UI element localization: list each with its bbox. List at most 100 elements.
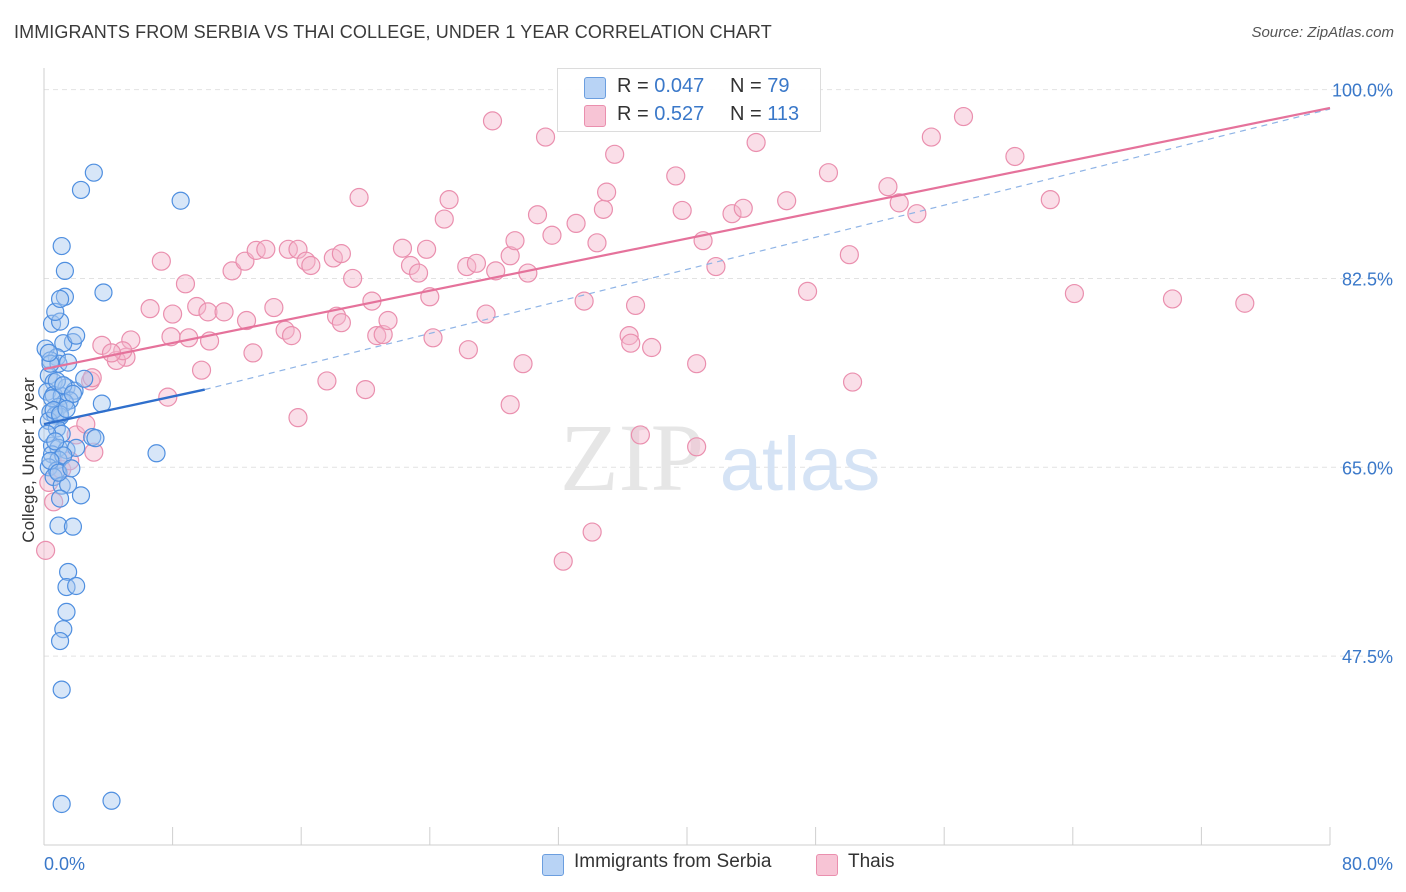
n-value: 79 [767,75,790,97]
data-point [746,132,766,153]
data-point [102,791,121,810]
data-point [236,310,257,331]
serbia-trend-dashed [204,108,1331,391]
data-point [953,106,974,127]
n-value: 113 [767,103,800,125]
data-point [505,231,525,251]
tick-labels: 47.5% 65.0% 82.5% 100.0% 0.0% 80.0% [44,81,1393,874]
y-tick-label: 47.5% [1342,647,1393,667]
data-point [392,238,413,258]
serbia-legend-label: Immigrants from Serbia [574,851,772,872]
thais-legend-label: Thais [848,851,895,872]
data-point [67,326,86,345]
data-point [63,517,83,536]
data-point [416,239,437,259]
grid-lines [44,89,1392,657]
r-label: R = [617,75,655,97]
data-point [878,177,898,197]
data-point [66,425,86,445]
data-point [94,283,113,302]
data-point [482,111,503,131]
watermark-zip: ZIP [560,404,704,511]
data-point [355,379,376,400]
data-point [907,204,927,224]
data-point [687,354,707,374]
data-point [722,204,742,224]
data-point [378,310,398,331]
data-point [57,399,76,419]
correlation-legend: R = 0.047 N = 79 R = 0.527 N = 113 [557,68,821,132]
data-point [1005,146,1025,167]
data-point [86,429,105,448]
data-point [46,432,65,451]
chart-title: IMMIGRANTS FROM SERBIA VS THAI COLLEGE, … [14,22,772,42]
data-point [331,313,351,333]
data-point [50,631,70,651]
serbia-swatch [584,77,606,99]
data-point [57,602,76,622]
data-point [317,371,337,391]
y-tick-label: 65.0% [1342,458,1393,478]
data-point [50,312,70,331]
n-label: N = [730,103,768,125]
r-value: 0.527 [654,103,705,125]
data-point [527,205,548,225]
data-point [55,261,74,280]
data-point [566,213,586,233]
trend-lines [43,106,1331,426]
data-point [625,295,646,316]
n-label: N = [730,75,768,97]
data-point [797,281,818,301]
legend-row-thais: R = 0.527 N = 113 [558,101,820,129]
data-point [582,522,602,542]
data-point [50,289,70,309]
serbia-points [36,163,190,814]
data-point [288,408,308,428]
data-point [706,256,726,277]
data-point [243,343,263,363]
data-point [71,486,91,505]
data-point [553,551,573,571]
data-point [666,166,686,186]
thais-points [36,106,1255,571]
data-point [62,459,81,478]
data-point [187,296,207,317]
data-point [619,326,639,346]
data-point [175,274,196,294]
y-tick-label: 82.5% [1342,269,1393,289]
data-point [75,369,94,388]
data-point [466,253,487,273]
data-point [101,343,122,363]
data-point [191,360,212,380]
data-point [593,199,614,219]
data-point [408,263,429,283]
data-point [1235,293,1255,313]
data-point [301,255,321,276]
data-point [605,144,625,164]
thais-trend-line [43,106,1331,371]
data-point [587,233,607,253]
data-point [434,209,454,229]
data-point [57,577,76,597]
data-point [67,576,86,596]
data-point [839,245,859,265]
data-point [439,190,459,210]
data-point [147,444,166,463]
data-point [39,343,58,362]
data-point [49,516,68,535]
data-point [222,261,242,281]
data-point [151,251,171,271]
data-point [36,540,56,560]
y-tick-label: 100.0% [1332,81,1393,101]
watermark: ZIP atlas [560,404,880,511]
data-point [71,180,91,200]
data-point [52,794,71,814]
data-point [458,340,478,360]
data-point [535,127,556,147]
data-point [513,354,533,374]
x-tick-label: 0.0% [44,854,85,874]
data-point [343,268,363,289]
data-point [171,191,190,210]
data-point [733,198,753,218]
